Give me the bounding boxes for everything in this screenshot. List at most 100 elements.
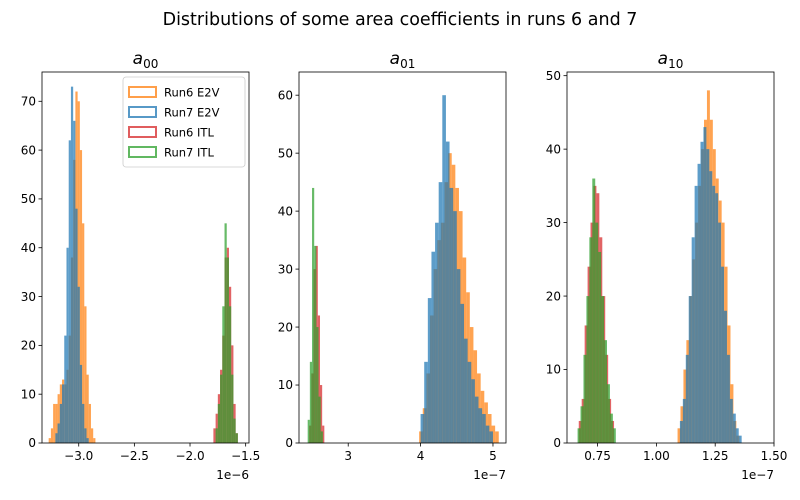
histogram-bar: [715, 193, 719, 443]
axes-frame: [41, 71, 250, 444]
histogram-bar: [598, 251, 602, 443]
histogram-bar: [53, 403, 56, 443]
y-tick-label: 50: [546, 69, 561, 83]
histogram-bar: [489, 431, 493, 443]
histogram-bar: [606, 384, 610, 443]
panel-title-main: a: [658, 49, 668, 69]
legend-label: Run7 ITL: [164, 146, 214, 160]
y-tick-label: 40: [278, 204, 293, 218]
histogram-bar: [495, 431, 499, 443]
legend-swatch: [128, 146, 157, 158]
histogram-bar: [738, 435, 742, 443]
histogram-bar: [724, 310, 727, 443]
histogram-bar: [712, 185, 716, 443]
legend-swatch: [128, 86, 157, 98]
histogram-bar: [50, 428, 54, 443]
y-tick-label: 20: [546, 289, 561, 303]
histogram-bar: [73, 120, 76, 443]
y-tick-label: 40: [546, 142, 561, 156]
histogram-bar: [57, 423, 60, 443]
histogram-bar: [691, 237, 695, 443]
series-run7-e2v: [420, 95, 493, 443]
histogram-bar: [592, 178, 596, 443]
histogram-bar: [491, 425, 496, 443]
series-run7-e2v: [679, 127, 742, 443]
y-tick-label: 30: [21, 290, 36, 304]
x-tick-label: 3: [344, 449, 352, 463]
histogram-bar: [589, 237, 593, 443]
histogram-bar: [228, 306, 232, 443]
y-tick-label: 30: [278, 262, 293, 276]
histogram-bar: [77, 286, 80, 443]
y-tick-label: 0: [285, 436, 293, 450]
histogram-bar: [577, 428, 581, 443]
y-tick-label: 30: [546, 216, 561, 230]
histogram-bar: [449, 187, 454, 443]
histogram-bar: [729, 398, 733, 443]
y-tick-label: 10: [21, 387, 36, 401]
histogram-bar: [66, 247, 69, 443]
legend-swatch: [128, 126, 157, 138]
histogram-bar: [231, 374, 234, 443]
y-tick-label: 50: [278, 146, 293, 160]
series-run7-itl: [215, 223, 238, 443]
histogram-bar: [609, 413, 613, 443]
x-offset-label: 1e−7: [473, 468, 506, 482]
histogram-bar: [456, 269, 461, 443]
histogram-bar: [601, 296, 605, 443]
series-run7-itl: [307, 187, 323, 443]
histogram-bar: [721, 266, 725, 443]
panel-title: a00: [133, 49, 159, 71]
histogram-bar: [438, 182, 443, 443]
histogram-bars: [307, 95, 499, 443]
histogram-bar: [682, 398, 686, 443]
histogram-bar: [84, 306, 87, 443]
histogram-bar: [88, 403, 91, 443]
histogram-bar: [732, 413, 736, 443]
histogram-bar: [75, 208, 78, 443]
figure-suptitle: Distributions of some area coefficients …: [163, 10, 638, 30]
histogram-bar: [59, 403, 63, 443]
histogram-bar: [220, 374, 223, 443]
histogram-bar: [595, 222, 599, 443]
histogram-bar: [445, 141, 450, 443]
panel-title: a10: [658, 49, 684, 71]
histogram-bar: [482, 414, 486, 443]
histogram-bars: [577, 90, 742, 443]
legend-label: Run6 E2V: [164, 86, 220, 100]
histogram-bar: [226, 257, 229, 443]
panel-1: −3.0 −2.5 −2.0 −1.5 0 10 20 30 40 50 60 70 1e−6 a00: [21, 49, 261, 482]
histogram-bar: [215, 428, 218, 443]
y-tick-label: 60: [278, 88, 293, 102]
histogram-bar: [48, 438, 51, 443]
histogram-bar: [79, 364, 83, 443]
x-tick-label: 1.50: [761, 449, 788, 463]
histogram-bar: [55, 433, 58, 443]
series-run7-e2v: [55, 86, 89, 443]
histogram-bar: [317, 315, 320, 443]
axes-frame: [566, 71, 775, 444]
histogram-bar: [688, 296, 692, 443]
y-tick-label: 0: [28, 436, 36, 450]
histogram-bar: [677, 428, 681, 443]
histogram-bar: [460, 303, 465, 443]
histogram-bar: [453, 211, 457, 443]
histogram-bar: [70, 86, 74, 443]
y-tick-label: 20: [278, 320, 293, 334]
histogram-bar: [685, 354, 689, 443]
histogram-bar: [484, 402, 488, 443]
x-tick-label: 4: [417, 449, 425, 463]
panel-title-main: a: [390, 49, 400, 69]
histogram-bar: [478, 408, 483, 443]
x-tick-label: −3.0: [64, 449, 93, 463]
histogram-bar: [604, 340, 607, 443]
histogram-bar: [464, 338, 468, 443]
histogram-bar: [580, 406, 584, 443]
x-offset-label: 1e−7: [741, 468, 774, 482]
histogram-bar: [431, 251, 436, 443]
legend-swatch: [128, 106, 157, 118]
histogram-bar: [62, 384, 65, 443]
